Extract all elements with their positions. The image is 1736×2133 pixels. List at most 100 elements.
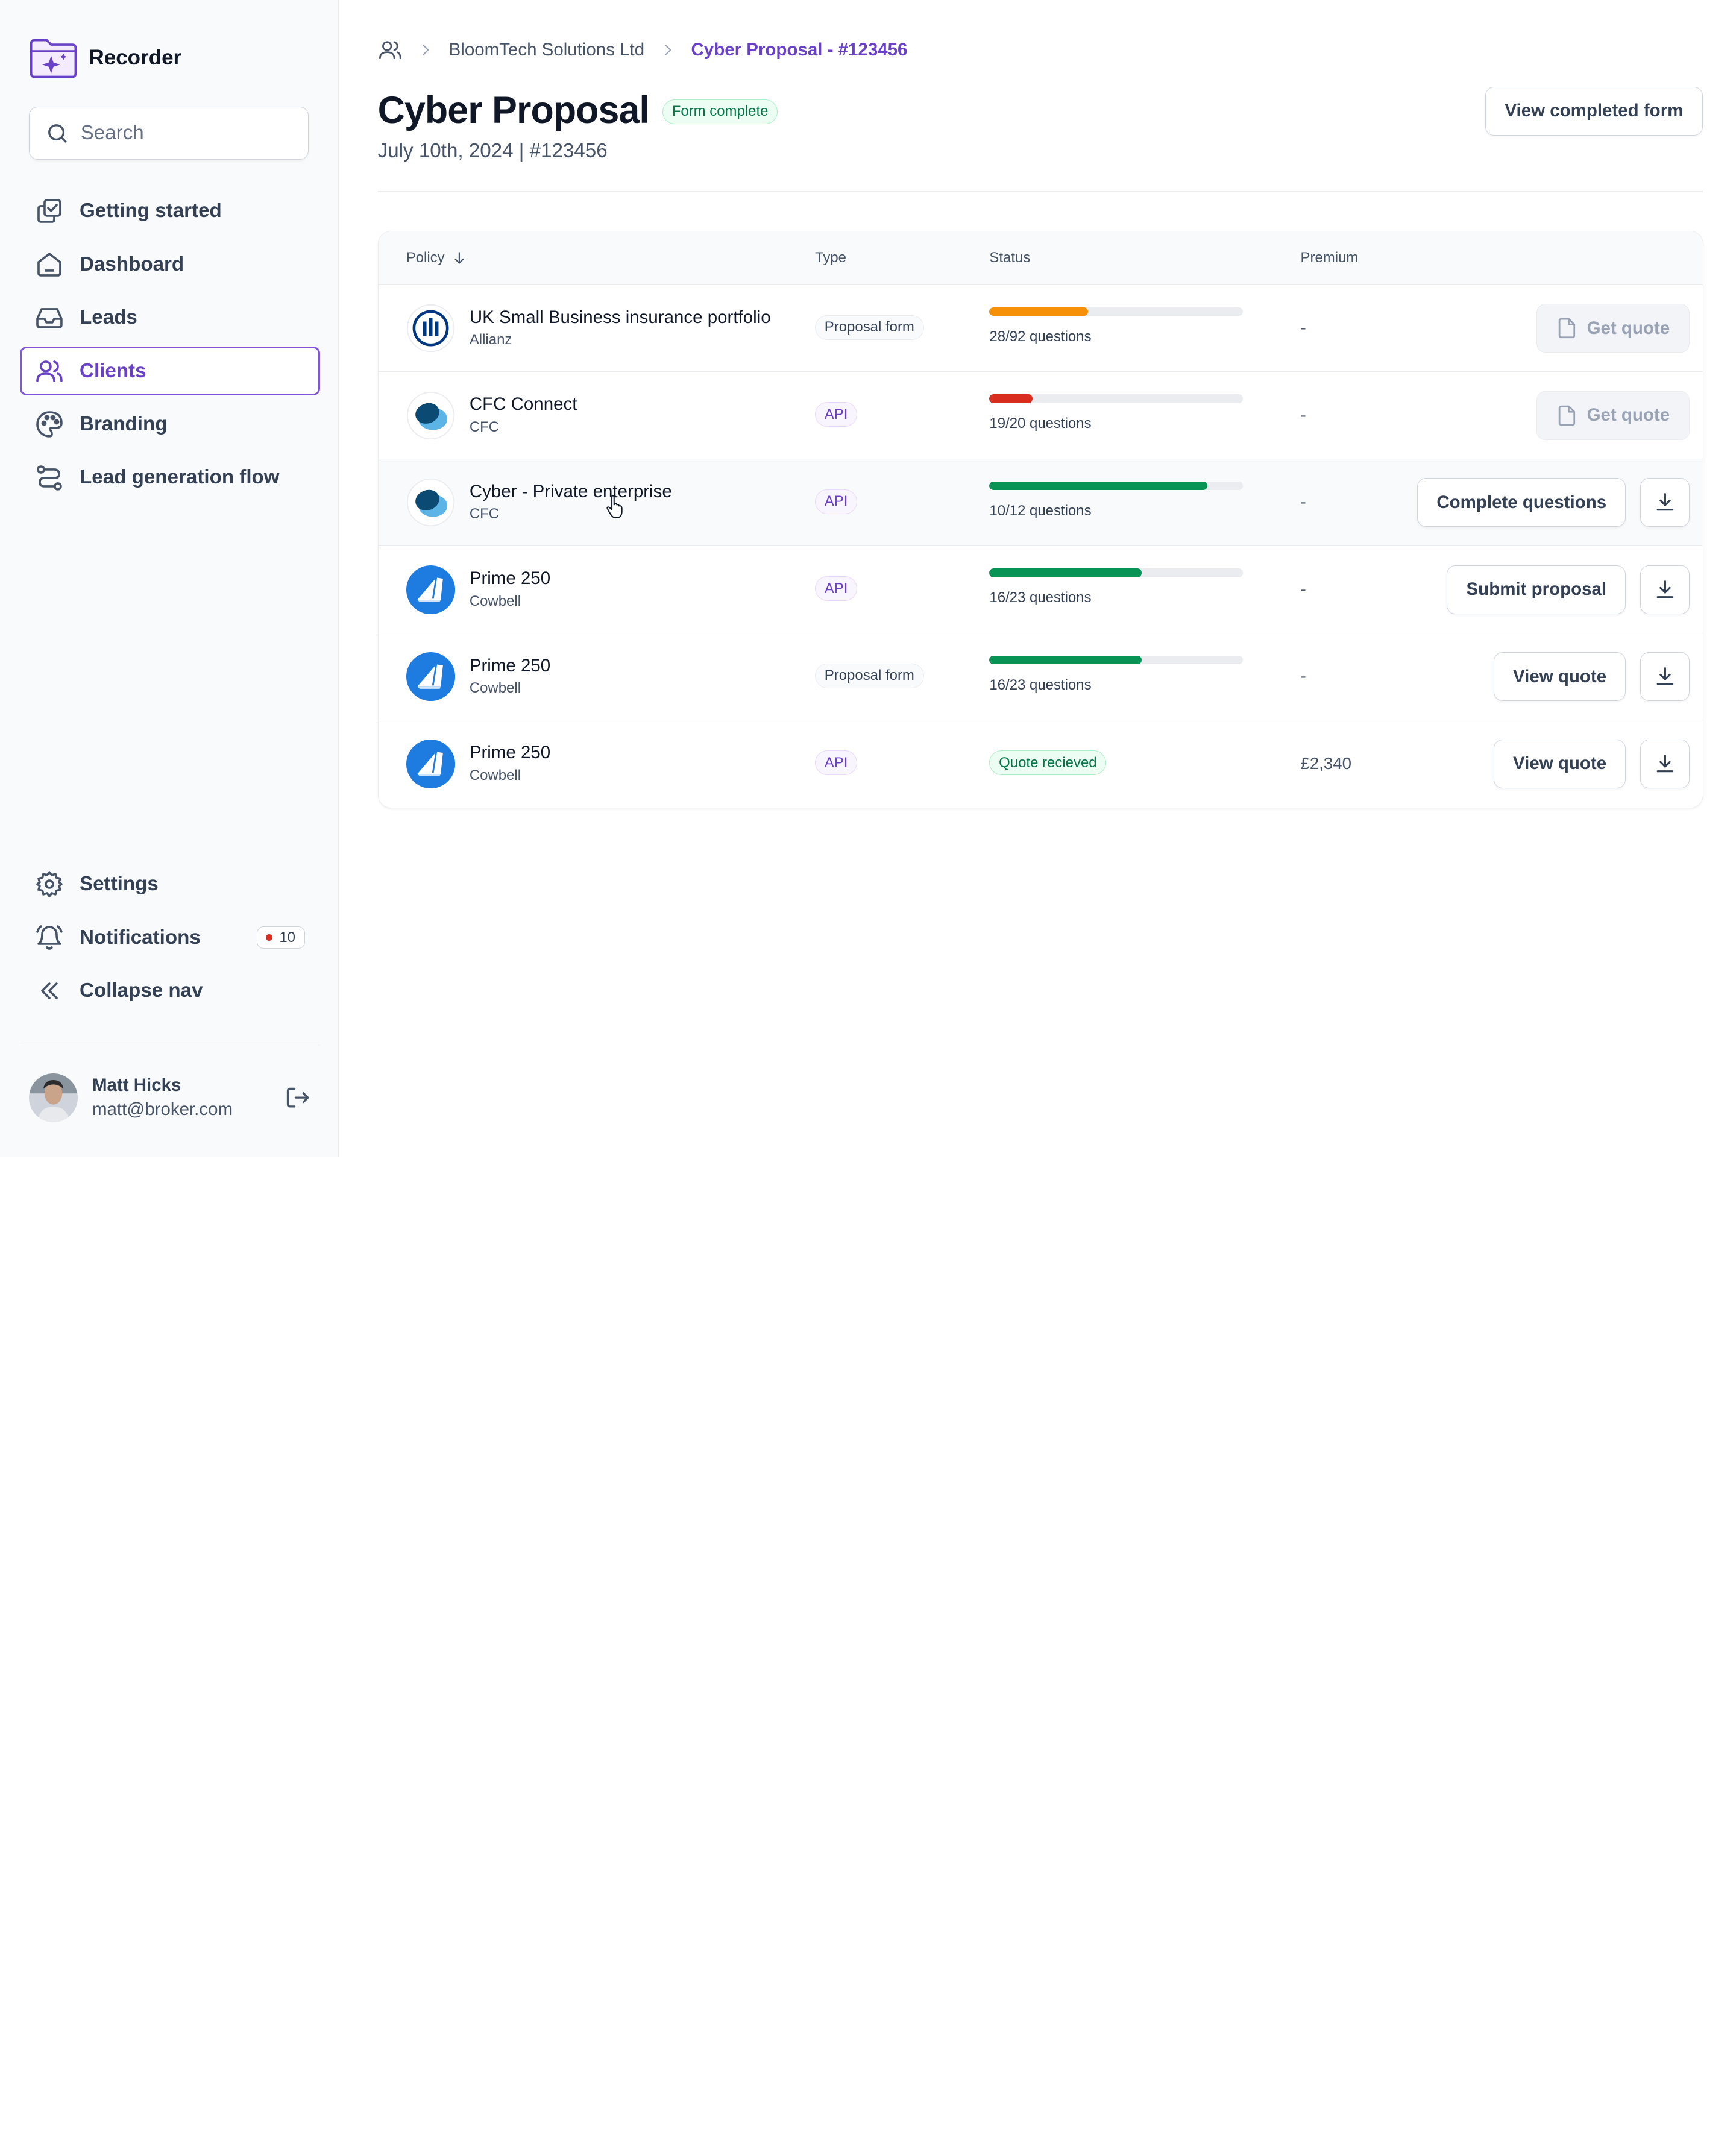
questions-count: 19/20 questions <box>989 415 1092 432</box>
page-title: Cyber Proposal <box>377 89 650 132</box>
cfc-logo-icon <box>406 391 454 439</box>
view-completed-form-button[interactable]: View completed form <box>1485 86 1703 136</box>
complete-questions-button[interactable]: Complete questions <box>1417 478 1626 527</box>
policy-name: Cyber - Private enterprise <box>469 481 672 501</box>
main-content: BloomTech Solutions Ltd Cyber Proposal -… <box>339 0 1736 1157</box>
progress-fill <box>989 307 1089 316</box>
table-row[interactable]: Prime 250 Cowbell API 16/23 questions - … <box>378 546 1703 633</box>
download-button[interactable] <box>1640 652 1690 702</box>
button-label: Get quote <box>1587 405 1670 426</box>
download-button[interactable] <box>1640 478 1690 527</box>
nav-item-getting-started[interactable]: Getting started <box>20 187 320 236</box>
file-icon <box>1558 318 1576 339</box>
avatar[interactable] <box>28 1073 78 1122</box>
bottom-nav: Settings Notifications 10 Collapse nav <box>20 860 320 1020</box>
brand-name: Recorder <box>89 45 182 69</box>
view-quote-button[interactable]: View quote <box>1493 652 1626 702</box>
policy-name: CFC Connect <box>469 394 577 415</box>
cowbell-logo-icon <box>406 739 455 788</box>
progress-bar <box>989 481 1243 491</box>
nav-item-notifications[interactable]: Notifications 10 <box>20 913 320 962</box>
bell-icon <box>36 925 63 950</box>
table-row[interactable]: UK Small Business insurance portfolio Al… <box>378 284 1703 372</box>
row-actions: Get quote <box>1536 391 1690 440</box>
column-header-status: Status <box>989 249 1031 266</box>
nav-label: Getting started <box>80 199 222 222</box>
policy-provider: Cowbell <box>469 767 521 784</box>
download-icon <box>1656 754 1673 773</box>
questions-count: 10/12 questions <box>989 502 1092 519</box>
logout-icon[interactable] <box>285 1084 311 1111</box>
file-icon <box>1558 405 1576 426</box>
users-icon[interactable] <box>378 38 403 63</box>
chevron-right-icon <box>423 45 429 55</box>
nav-label: Clients <box>80 359 146 382</box>
copy-check-icon <box>37 199 62 223</box>
home-icon <box>37 252 62 277</box>
policy-name: Prime 250 <box>469 568 551 589</box>
get-quote-button[interactable]: Get quote <box>1536 304 1690 353</box>
user-profile: Matt Hicks matt@broker.com <box>28 1073 311 1122</box>
inbox-icon <box>36 308 63 328</box>
table-header: Policy Type Status Premium <box>378 231 1703 285</box>
status-badge: Form complete <box>662 99 778 124</box>
type-badge: API <box>815 750 858 776</box>
palette-icon <box>36 411 63 438</box>
nav-item-lead-generation-flow[interactable]: Lead generation flow <box>20 453 320 502</box>
search-box[interactable] <box>28 106 309 160</box>
notification-count-badge: 10 <box>256 926 305 949</box>
table-row[interactable]: Cyber - Private enterprise CFC API 10/12… <box>378 459 1703 547</box>
nav-item-branding[interactable]: Branding <box>20 400 320 448</box>
nav-label: Notifications <box>80 926 201 949</box>
row-actions: Submit proposal <box>1447 565 1690 614</box>
cowbell-logo-icon <box>406 652 455 702</box>
get-quote-button[interactable]: Get quote <box>1536 391 1690 440</box>
unread-dot-icon <box>266 934 273 941</box>
sidebar: Recorder Getting started Dashboard Leads… <box>0 0 339 1158</box>
policy-provider: Cowbell <box>469 680 521 697</box>
table-row[interactable]: Prime 250 Cowbell API Quote recieved £2,… <box>378 720 1703 808</box>
policy-provider: Cowbell <box>469 592 521 609</box>
column-header-premium: Premium <box>1300 249 1359 266</box>
download-button[interactable] <box>1640 565 1690 614</box>
submit-proposal-button[interactable]: Submit proposal <box>1447 565 1626 614</box>
nav-item-leads[interactable]: Leads <box>20 294 320 342</box>
search-icon <box>48 124 67 143</box>
table-row[interactable]: CFC Connect CFC API 19/20 questions - Ge… <box>378 372 1703 459</box>
row-actions: View quote <box>1493 652 1690 702</box>
nav-label: Branding <box>80 413 168 436</box>
search-input[interactable] <box>80 122 281 145</box>
premium-value: - <box>1300 318 1306 338</box>
type-badge: API <box>815 489 858 514</box>
brand[interactable]: Recorder <box>29 38 181 78</box>
title-row: Cyber Proposal Form complete <box>378 89 778 132</box>
policy-name: UK Small Business insurance portfolio <box>469 307 771 327</box>
download-button[interactable] <box>1640 739 1690 788</box>
nav-item-collapse-nav[interactable]: Collapse nav <box>20 967 320 1016</box>
view-quote-button[interactable]: View quote <box>1493 739 1626 788</box>
download-icon <box>1656 493 1673 511</box>
questions-count: 16/23 questions <box>989 676 1092 693</box>
nav-item-settings[interactable]: Settings <box>20 860 320 909</box>
column-header-policy[interactable]: Policy <box>406 250 467 266</box>
chevron-right-icon <box>665 45 671 55</box>
progress-bar <box>989 655 1243 665</box>
arrow-down-icon <box>454 252 464 264</box>
questions-count: 16/23 questions <box>989 589 1092 606</box>
breadcrumb-client[interactable]: BloomTech Solutions Ltd <box>448 39 645 60</box>
download-icon <box>1656 667 1673 685</box>
policies-table: Policy Type Status Premium UK Small Busi… <box>377 231 1703 808</box>
type-badge: API <box>815 576 858 602</box>
nav-item-clients[interactable]: Clients <box>20 347 320 396</box>
nav-item-dashboard[interactable]: Dashboard <box>20 240 320 289</box>
users-icon <box>36 360 63 382</box>
hand-pointer-icon <box>606 495 623 518</box>
progress-bar <box>989 307 1243 316</box>
policy-name: Prime 250 <box>469 655 551 676</box>
table-row[interactable]: Prime 250 Cowbell Proposal form 16/23 qu… <box>378 633 1703 721</box>
premium-value: - <box>1300 492 1306 512</box>
download-icon <box>1656 580 1673 598</box>
route-icon <box>37 465 63 491</box>
premium-value: £2,340 <box>1300 753 1352 773</box>
breadcrumb-current[interactable]: Cyber Proposal - #123456 <box>691 39 908 60</box>
